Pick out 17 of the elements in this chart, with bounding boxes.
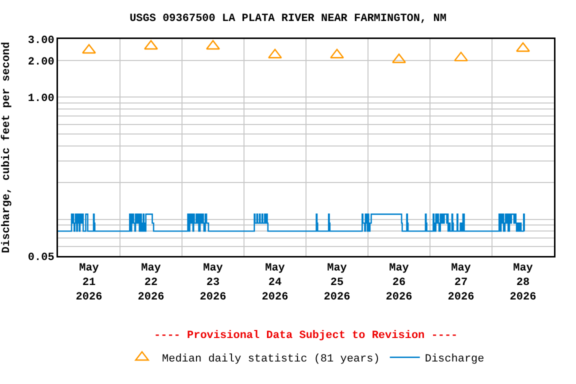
x-tick-label: May 23 2026 [200, 262, 226, 304]
x-tick-label: May 22 2026 [138, 262, 164, 304]
x-tick-label: May 25 2026 [324, 262, 350, 304]
legend-label: Discharge [424, 354, 484, 366]
y-tick-label: 2.00 [28, 56, 54, 68]
x-tick-label: May 28 2026 [510, 262, 536, 304]
y-tick-label: 1.00 [28, 93, 54, 106]
y-tick-label: 3.00 [28, 34, 54, 47]
chart-title: USGS 09367500 LA PLATA RIVER NEAR FARMINGTON, NM [130, 13, 447, 26]
x-tick-label: May 24 2026 [262, 262, 288, 304]
x-tick-label: May 26 2026 [386, 262, 412, 304]
y-axis-title: Discharge, cubic feet per second [0, 42, 13, 254]
text: ---- Provisional Data Subject to Revision ---- [154, 330, 458, 342]
x-tick-label: May 21 2026 [76, 262, 102, 304]
legend-label: Median daily statistic (81 years) [162, 354, 380, 366]
y-tick-label: 0.05 [28, 252, 55, 264]
x-tick-label: May 27 2026 [448, 262, 474, 304]
